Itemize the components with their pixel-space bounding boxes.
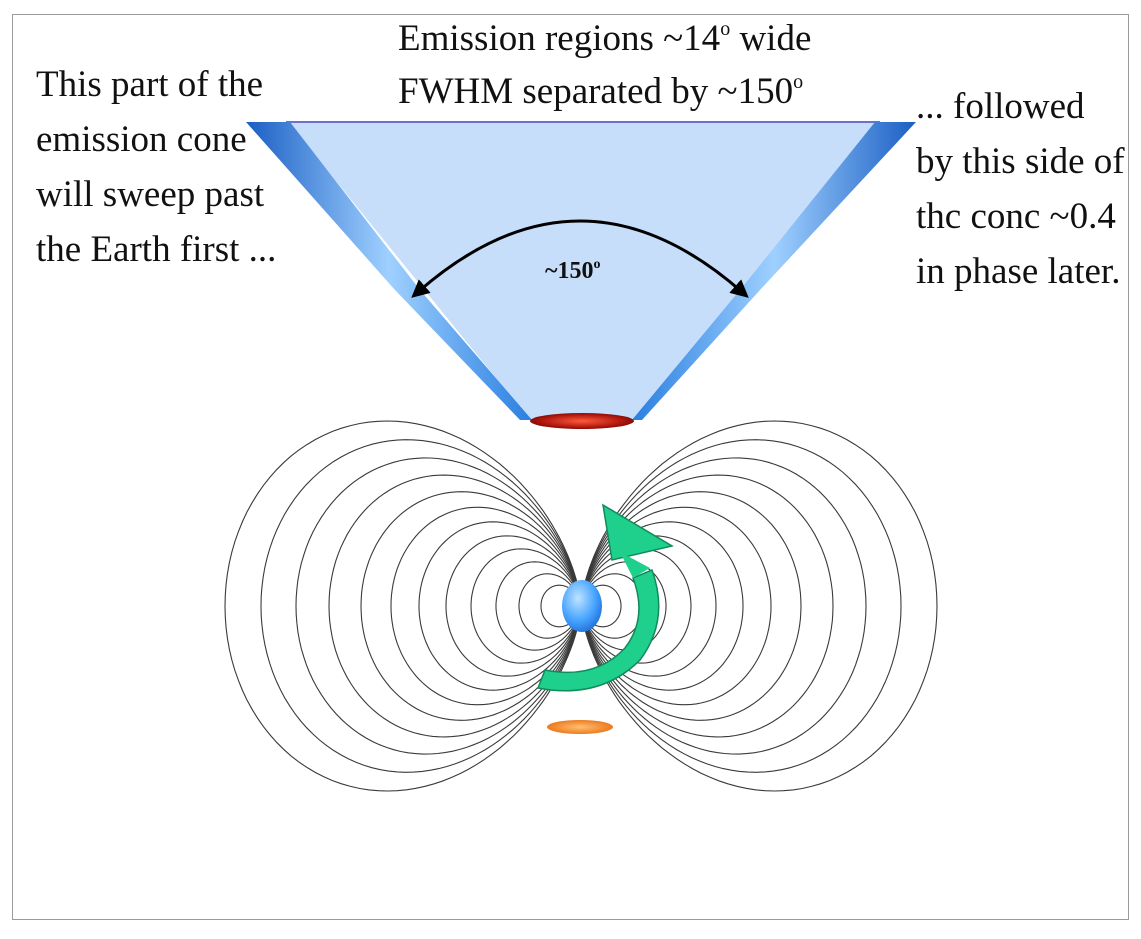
field-line — [586, 561, 667, 651]
left-label-line: the Earth first ... — [36, 229, 276, 270]
field-line — [583, 491, 802, 721]
field-line — [445, 535, 578, 677]
double-headed-arc-arrow-icon — [411, 219, 749, 298]
field-line — [328, 474, 579, 738]
right-label-line: thc conc ~0.4 — [916, 196, 1116, 237]
field-line — [224, 420, 579, 792]
left-label-line: emission cone — [36, 119, 247, 160]
right-emission-beam — [632, 122, 916, 420]
emission-cone — [288, 122, 875, 420]
field-line — [495, 561, 576, 651]
field-line — [583, 457, 867, 755]
field-line — [583, 420, 938, 792]
field-line — [470, 548, 577, 664]
field-line — [418, 521, 578, 691]
left-label-line: This part of the — [36, 64, 263, 105]
field-line — [295, 457, 579, 755]
field-line — [518, 573, 575, 639]
field-line — [588, 584, 622, 628]
field-line — [583, 474, 834, 738]
north-polar-cap — [530, 413, 634, 429]
right-label-line: in phase later. — [916, 251, 1120, 292]
cone-angle-label: ~150o — [545, 257, 600, 284]
right-label-line: by this side of — [916, 141, 1125, 182]
south-polar-cap — [547, 720, 613, 734]
neutron-star — [562, 580, 602, 632]
field-line — [360, 491, 579, 721]
field-line — [540, 584, 574, 628]
right-label-line: ... followed — [916, 86, 1085, 127]
field-line — [583, 439, 902, 773]
left-emission-beam — [246, 122, 532, 420]
left-annotation: This part of the emission cone will swee… — [36, 64, 276, 270]
field-line — [260, 439, 579, 773]
top-label-line2: FWHM separated by ~150o — [398, 71, 803, 112]
curved-rotation-arrow-icon — [536, 503, 674, 692]
left-label-line: will sweep past — [36, 174, 265, 215]
field-line — [390, 506, 578, 706]
top-label-line1: Emission regions ~14o wide — [398, 18, 811, 59]
right-annotation: ... followed by this side of thc conc ~0… — [916, 86, 1125, 292]
